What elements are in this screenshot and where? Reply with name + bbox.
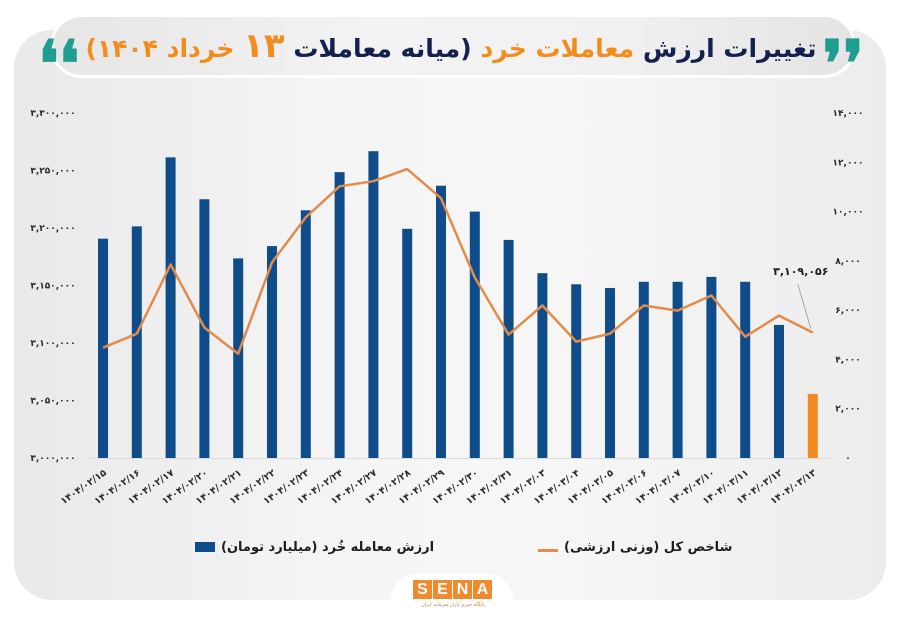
bar (503, 239, 514, 458)
logo-letter: E (433, 580, 452, 599)
index-line (102, 167, 814, 355)
bar (402, 228, 413, 458)
line-swatch-icon (538, 548, 558, 552)
left-axis-tick: ۳,۰۰۰,۰۰۰ (30, 454, 75, 464)
bar (807, 393, 818, 458)
right-axis-tick: ۶,۰۰۰ (835, 306, 860, 316)
title-day: ۱۳ (243, 26, 285, 66)
bar-swatch-icon (195, 542, 215, 552)
bar (300, 210, 311, 458)
title-part-5: خرداد ۱۴۰۴) (85, 34, 235, 63)
logo-letter: A (473, 580, 492, 599)
right-axis-tick: ۴,۰۰۰ (835, 355, 860, 365)
legend-item-bars: ارزش معامله خُرد (میلیارد تومان) (195, 537, 434, 557)
left-axis-tick: ۳,۱۰۰,۰۰۰ (30, 339, 75, 349)
bar (436, 185, 446, 459)
title-part-1: تغییرات ارزش (642, 34, 817, 63)
bar (98, 238, 108, 458)
left-axis-tick: ۳,۲۰۰,۰۰۰ (30, 224, 75, 234)
legend-line-label: شاخص کل (وزنی ارزشی) (564, 539, 733, 555)
left-axis-tick: ۳,۳۰۰,۰۰۰ (30, 109, 75, 119)
title-part-3: (میانه معاملات (293, 34, 472, 63)
bar (334, 172, 345, 458)
bar (537, 273, 548, 458)
title-banner: ❜❜ تغییرات ارزش معاملات خرد (میانه معامل… (38, 14, 864, 97)
bar (469, 211, 480, 458)
right-axis-tick: ۱۰,۰۰۰ (833, 208, 864, 218)
bar (605, 287, 615, 458)
page-title: تغییرات ارزش معاملات خرد (میانه معاملات … (85, 26, 817, 66)
bar (638, 281, 649, 458)
right-axis-tick: ۱۲,۰۰۰ (833, 158, 864, 168)
logo-letter: N (453, 580, 472, 599)
legend-bars-label: ارزش معامله خُرد (میلیارد تومان) (221, 539, 435, 555)
annotation-label: ۳,۱۰۹,۰۵۶ (773, 265, 828, 278)
bar (571, 284, 582, 458)
right-axis-tick: ۲,۰۰۰ (835, 405, 860, 415)
bar (267, 246, 277, 458)
bar (740, 281, 751, 458)
right-axis-tick: ۸,۰۰۰ (835, 257, 860, 267)
bar (706, 276, 717, 458)
logo-tab (390, 573, 514, 625)
sena-logo: S E N A (413, 580, 492, 599)
right-axis-tick: ۰ (845, 454, 851, 464)
left-axis-tick: ۳,۰۵۰,۰۰۰ (30, 397, 75, 407)
right-axis-tick: ۱۴,۰۰۰ (833, 109, 864, 119)
bar (672, 281, 683, 458)
logo-letter: S (413, 580, 432, 599)
bar (774, 324, 784, 458)
title-part-2: معاملات خرد (480, 34, 635, 63)
logo-subtitle: پایگاه خبری بازار سرمایه ایران (421, 602, 485, 608)
bar (131, 226, 142, 458)
bar (368, 151, 379, 459)
bar (165, 157, 176, 458)
bar (233, 258, 244, 458)
left-axis-tick: ۳,۲۵۰,۰۰۰ (30, 167, 75, 177)
annotation-leader (797, 283, 812, 329)
legend-item-line: شاخص کل (وزنی ارزشی) (538, 537, 732, 557)
left-axis-tick: ۳,۱۵۰,۰۰۰ (30, 282, 75, 292)
